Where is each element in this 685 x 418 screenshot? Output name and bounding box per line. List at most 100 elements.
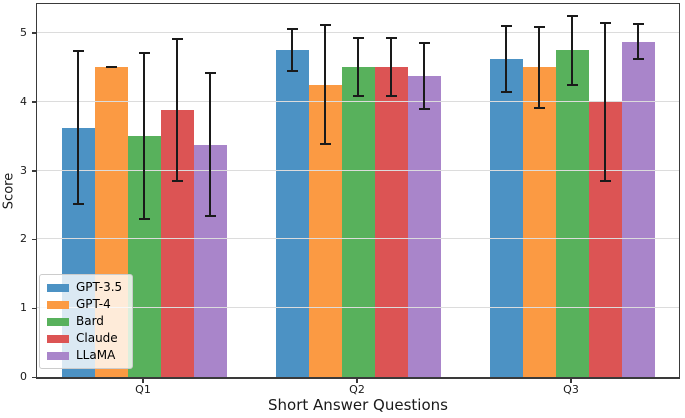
y-tick-mark bbox=[32, 376, 36, 378]
error-bar-cap-bottom bbox=[418, 107, 430, 110]
error-bar-GPT-3.5-Q2 bbox=[286, 28, 298, 72]
error-bar-cap-bottom bbox=[385, 95, 397, 98]
legend-item-GPT-4: GPT-4 bbox=[47, 298, 122, 311]
error-bar-cap-top bbox=[418, 41, 430, 44]
error-bar-line bbox=[357, 38, 359, 97]
error-bar-cap-bottom bbox=[533, 106, 545, 109]
legend-item-Bard: Bard bbox=[47, 315, 122, 328]
error-bar-cap-bottom bbox=[204, 215, 216, 218]
y-tick-label: 5 bbox=[20, 25, 27, 39]
bar-LLaMA-Q2 bbox=[407, 75, 441, 377]
legend-item-GPT-3.5: GPT-3.5 bbox=[47, 281, 122, 294]
x-tick-mark bbox=[570, 379, 572, 383]
error-bar-line bbox=[291, 29, 293, 71]
legend-label: LLaMA bbox=[76, 348, 116, 362]
error-bar-Bard-Q3 bbox=[566, 14, 578, 86]
y-tick-mark bbox=[32, 170, 36, 172]
x-tick-label-Q1: Q1 bbox=[135, 383, 151, 396]
error-bar-line bbox=[604, 22, 606, 181]
legend-swatch-icon bbox=[47, 300, 69, 309]
error-bar-cap-top bbox=[500, 24, 512, 27]
bar-LLaMA-Q3 bbox=[621, 41, 655, 377]
gridline-y2 bbox=[37, 238, 679, 240]
x-tick-mark bbox=[142, 379, 144, 383]
bar-GPT-3.5-Q2 bbox=[275, 50, 309, 377]
x-tick-mark bbox=[356, 379, 358, 383]
error-bar-cap-bottom bbox=[599, 179, 611, 182]
error-bar-cap-top bbox=[352, 37, 364, 40]
y-tick-label: 2 bbox=[20, 232, 27, 246]
x-axis-title: Short Answer Questions bbox=[268, 396, 448, 414]
bar-Bard-Q3 bbox=[555, 50, 589, 377]
legend: GPT-3.5 GPT-4 Bard Claude LLaMA bbox=[39, 274, 134, 369]
error-bar-cap-top bbox=[319, 24, 331, 27]
gridline-y4 bbox=[37, 100, 679, 102]
error-bar-cap-top bbox=[72, 50, 84, 53]
error-bar-cap-top bbox=[599, 21, 611, 24]
error-bar-Bard-Q2 bbox=[352, 37, 364, 98]
gridline-y3 bbox=[37, 169, 679, 171]
legend-label: GPT-4 bbox=[76, 297, 111, 311]
error-bar-cap-bottom bbox=[105, 66, 117, 69]
error-bar-cap-bottom bbox=[171, 180, 183, 183]
x-axis: Q1 Q2 Q3 bbox=[36, 379, 680, 399]
legend-item-Claude: Claude bbox=[47, 332, 122, 345]
legend-item-LLaMA: LLaMA bbox=[47, 349, 122, 362]
error-bar-line bbox=[423, 42, 425, 109]
error-bar-GPT-4-Q3 bbox=[533, 25, 545, 109]
x-tick-label-Q2: Q2 bbox=[349, 383, 365, 396]
x-tick-label-Q3: Q3 bbox=[563, 383, 579, 396]
error-bar-cap-bottom bbox=[138, 218, 150, 221]
error-bar-line bbox=[77, 51, 79, 204]
error-bar-GPT-3.5-Q1 bbox=[72, 50, 84, 205]
legend-swatch-icon bbox=[47, 317, 69, 326]
y-tick-mark bbox=[32, 307, 36, 310]
legend-label: Bard bbox=[76, 314, 104, 328]
legend-swatch-icon bbox=[47, 351, 69, 360]
error-bar-line bbox=[571, 15, 573, 85]
error-bar-LLaMA-Q3 bbox=[632, 22, 644, 61]
error-bar-cap-top bbox=[533, 25, 545, 28]
error-bar-cap-top bbox=[632, 22, 644, 25]
error-bar-line bbox=[390, 38, 392, 97]
legend-swatch-icon bbox=[47, 283, 69, 292]
error-bar-cap-top bbox=[171, 38, 183, 41]
y-axis: 0 1 2 3 4 5 bbox=[0, 3, 36, 383]
error-bar-cap-bottom bbox=[632, 58, 644, 61]
bar-Claude-Q2 bbox=[374, 67, 408, 377]
error-bar-cap-bottom bbox=[352, 95, 364, 98]
y-axis-title: Score bbox=[1, 172, 17, 210]
error-bar-cap-top bbox=[138, 51, 150, 54]
error-bar-line bbox=[637, 23, 639, 60]
error-bar-line bbox=[143, 52, 145, 220]
error-bar-GPT-4-Q2 bbox=[319, 24, 331, 145]
bar-GPT-3.5-Q3 bbox=[489, 58, 523, 377]
error-bar-line bbox=[209, 73, 211, 217]
error-bar-cap-bottom bbox=[319, 142, 331, 145]
error-bar-cap-top bbox=[566, 14, 578, 17]
error-bar-LLaMA-Q1 bbox=[204, 72, 216, 218]
plot-area: GPT-3.5 GPT-4 Bard Claude LLaMA bbox=[36, 3, 680, 379]
error-bar-line bbox=[505, 25, 507, 92]
bar-Bard-Q2 bbox=[341, 67, 375, 377]
error-bar-Claude-Q3 bbox=[599, 21, 611, 182]
gridline-y1 bbox=[37, 307, 679, 309]
y-tick-label: 1 bbox=[20, 301, 27, 315]
error-bar-cap-bottom bbox=[566, 83, 578, 86]
bar-GPT-4-Q3 bbox=[522, 67, 556, 377]
y-tick-label: 4 bbox=[20, 94, 27, 108]
error-bar-cap-bottom bbox=[286, 69, 298, 72]
y-tick-mark bbox=[32, 238, 36, 241]
error-bar-GPT-3.5-Q3 bbox=[500, 24, 512, 93]
y-tick-label: 0 bbox=[20, 370, 27, 383]
error-bar-Claude-Q2 bbox=[385, 37, 397, 98]
error-bar-Bard-Q1 bbox=[138, 51, 150, 221]
error-bar-cap-bottom bbox=[72, 202, 84, 205]
legend-label: GPT-3.5 bbox=[76, 280, 123, 294]
y-tick-mark bbox=[32, 32, 36, 34]
error-bar-cap-top bbox=[204, 72, 216, 75]
y-tick-mark bbox=[32, 101, 36, 103]
error-bar-cap-bottom bbox=[500, 90, 512, 93]
error-bar-line bbox=[324, 25, 326, 144]
